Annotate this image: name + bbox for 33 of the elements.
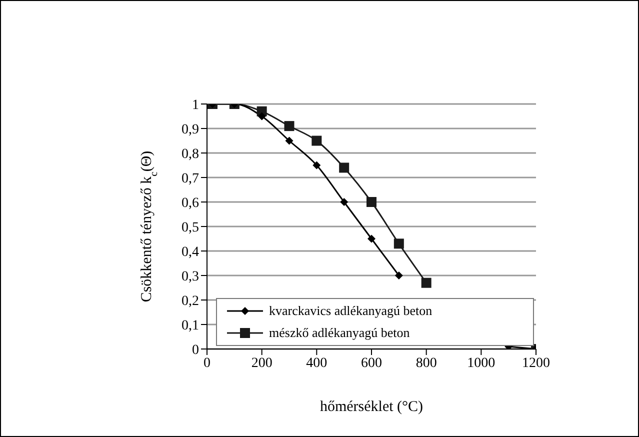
y-tick-label: 1 — [192, 98, 199, 113]
x-tick-label: 400 — [306, 356, 328, 371]
point — [368, 234, 376, 243]
point — [366, 197, 376, 207]
point — [284, 121, 294, 132]
point — [394, 238, 404, 249]
point — [339, 162, 350, 173]
y-tick-label: 0,1 — [182, 318, 199, 334]
x-tick-label: 0 — [204, 356, 210, 371]
y-tick-label: 0,7 — [182, 171, 199, 186]
x-tick-label: 200 — [251, 356, 272, 371]
point — [285, 136, 294, 145]
point — [340, 198, 348, 206]
y-tick-label: 0 — [192, 342, 199, 358]
y-tick-label: 0,3 — [182, 269, 199, 284]
point — [258, 112, 266, 120]
y-tick-label: 0,8 — [182, 146, 199, 162]
x-tick-label: 1000 — [467, 356, 496, 371]
y-tick-label: 0,2 — [182, 294, 199, 309]
x-tick-label: 1200 — [522, 356, 550, 371]
legend-label: kvarckavics adlékanyagú beton — [269, 303, 432, 319]
point — [421, 278, 432, 288]
x-axis-title: hőmérséklet (°C) — [320, 399, 424, 415]
y-tick-label: 0,4 — [182, 244, 199, 260]
y-tick-label: 0,9 — [182, 122, 199, 138]
x-tick-label: 600 — [361, 356, 382, 371]
y-tick-label: 0,5 — [182, 220, 199, 236]
point — [312, 136, 322, 146]
x-tick-label: 800 — [416, 356, 437, 371]
point — [312, 161, 321, 170]
legend-label: mészkő adlékanyagú beton — [269, 325, 410, 341]
point — [394, 272, 403, 280]
y-tick-label: 0,6 — [182, 196, 199, 211]
